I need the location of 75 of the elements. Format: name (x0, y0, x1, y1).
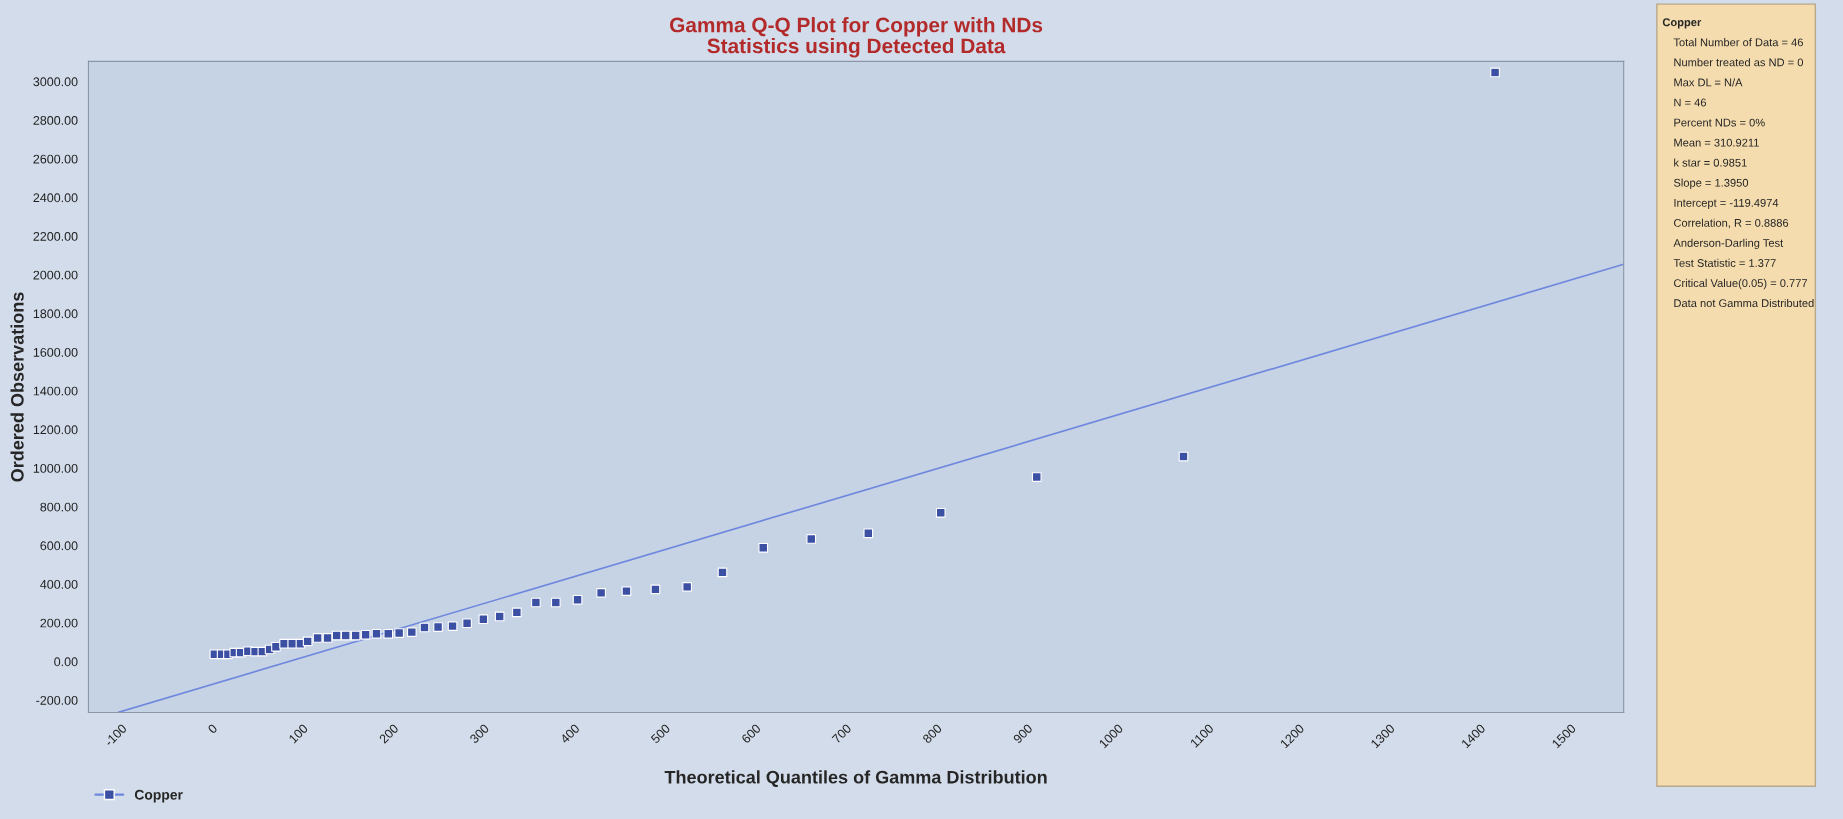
x-tick-label: 900 (1012, 723, 1033, 744)
x-tick-label: 600 (741, 723, 762, 744)
point (758, 542, 769, 553)
x-tick-label: 100 (288, 723, 309, 744)
x-tick-label: 700 (831, 723, 852, 744)
text: Max DL = N/A (1674, 78, 1743, 87)
point (287, 638, 298, 649)
point (478, 614, 489, 624)
text: N = 46 (1674, 98, 1706, 107)
x-tick-label: 400 (559, 723, 581, 744)
x-tick-label: -100 (104, 723, 128, 747)
y-tick-label: 2200.00 (33, 231, 78, 241)
text: Test Statistic = 1.377 (1673, 258, 1776, 267)
point (462, 618, 472, 629)
x-tick-label: 500 (650, 723, 671, 744)
point (322, 633, 333, 643)
y-tick-label: 600.00 (40, 541, 78, 551)
y-tick-label: 400.00 (40, 579, 78, 589)
point (447, 621, 458, 631)
y-tick-label: 2800.00 (33, 116, 78, 125)
text: Correlation, R = 0.8886 (1674, 218, 1789, 229)
point (806, 534, 817, 544)
point (512, 607, 522, 618)
text: Copper (1662, 18, 1702, 29)
y-tick-label: 1800.00 (33, 309, 78, 319)
text: k star = 0.9851 (1674, 158, 1747, 167)
text: Percent NDs = 0% (1674, 118, 1765, 127)
point (494, 611, 505, 622)
point (383, 629, 394, 639)
point (271, 641, 281, 652)
y-tick-label: 2600.00 (33, 154, 78, 164)
y-tick-label: 3000.00 (33, 77, 78, 87)
text: Data not Gamma Distributed (1674, 298, 1814, 308)
y-tick-label: 800.00 (40, 502, 78, 512)
point (550, 597, 561, 608)
text: Intercept = -119.4974 (1674, 198, 1779, 209)
point (371, 629, 382, 639)
text: Anderson-Darling Test (1673, 238, 1784, 250)
point (531, 597, 541, 608)
point (572, 594, 583, 605)
y-tick-label: 0.00 (54, 657, 78, 667)
text: Mean = 310.9211 (1674, 138, 1759, 147)
point (621, 586, 632, 596)
legend-label: Copper (134, 789, 183, 803)
y-tick-label: 200.00 (40, 618, 78, 628)
y-tick-label: 2000.00 (33, 270, 78, 280)
text: Critical Value(0.05) = 0.777 (1674, 278, 1808, 290)
point (312, 633, 323, 643)
y-tick-label: 1400.00 (33, 386, 78, 396)
y-tick-label: 2400.00 (33, 193, 78, 203)
text: Total Number of Data = 46 (1673, 38, 1803, 47)
y-tick-label: 1000.00 (33, 463, 78, 473)
point (863, 528, 874, 539)
x-tick-label: 0 (207, 723, 218, 735)
x-tick-label: 800 (922, 723, 943, 744)
x-axis-title: Theoretical Quantiles of Gamma Distribution (664, 770, 1047, 787)
text: Slope = 1.3950 (1673, 178, 1749, 189)
point (406, 627, 417, 637)
point (935, 507, 946, 518)
point (433, 622, 443, 632)
point (596, 588, 606, 598)
y-tick-label: 1200.00 (33, 425, 78, 435)
y-tick-label: 1600.00 (33, 347, 78, 357)
y-tick-label: -200.00 (36, 695, 78, 705)
x-tick-label: 300 (469, 723, 490, 744)
point (340, 630, 351, 641)
point (394, 628, 404, 638)
point (360, 629, 371, 640)
text: Number treated as ND = 0 (1674, 58, 1804, 67)
point (1031, 472, 1042, 482)
x-tick-label: 200 (378, 723, 399, 744)
chart-title: Gamma Q-Q Plot for Copper with NDs Statistics using Detected Data (670, 17, 1043, 58)
point (1490, 67, 1500, 78)
y-axis-title: Ordered Observations (10, 292, 24, 482)
point (682, 582, 692, 592)
